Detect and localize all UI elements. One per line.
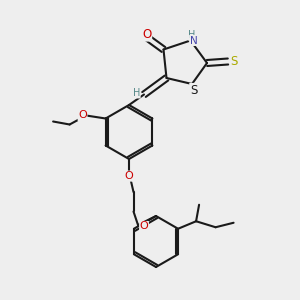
Text: S: S (230, 55, 238, 68)
Text: H: H (133, 88, 140, 98)
Text: O: O (124, 171, 134, 181)
Text: O: O (142, 28, 152, 41)
Text: S: S (190, 83, 197, 97)
Text: O: O (78, 110, 87, 121)
Text: O: O (140, 221, 148, 232)
Text: H: H (188, 30, 196, 40)
Text: N: N (190, 35, 197, 46)
